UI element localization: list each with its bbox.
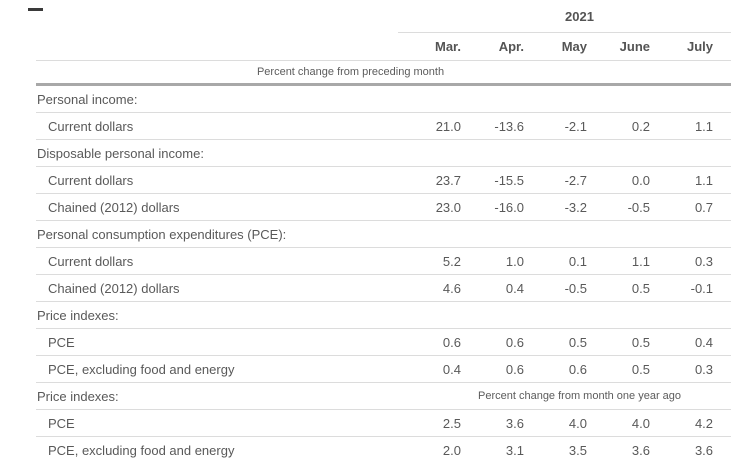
value-cell: 1.1 [587, 248, 650, 275]
value-cell: -15.5 [461, 167, 524, 194]
value-cell: 5.2 [398, 248, 461, 275]
section-row: Personal consumption expenditures (PCE): [36, 221, 731, 248]
value-cell: 1.1 [650, 113, 731, 140]
value-cell: -0.1 [650, 275, 731, 302]
section-row: Disposable personal income: [36, 140, 731, 167]
value-cell: 0.1 [524, 248, 587, 275]
column-header-june: June [587, 33, 650, 61]
empty-stub-cell [36, 0, 398, 33]
value-cell: 0.5 [587, 275, 650, 302]
subtitle-row: Percent change from preceding month [36, 61, 731, 85]
empty-cell [398, 221, 731, 248]
row-label: Current dollars [36, 113, 398, 140]
value-cell: 0.4 [398, 356, 461, 383]
value-cell: -2.7 [524, 167, 587, 194]
section-row: Price indexes: [36, 302, 731, 329]
value-cell: -3.2 [524, 194, 587, 221]
value-cell: 1.0 [461, 248, 524, 275]
value-cell: 4.6 [398, 275, 461, 302]
value-cell: 0.7 [650, 194, 731, 221]
value-cell: 0.5 [587, 356, 650, 383]
value-cell: 4.2 [650, 410, 731, 437]
value-cell: 0.2 [587, 113, 650, 140]
row-label: Current dollars [36, 167, 398, 194]
row-label: PCE, excluding food and energy [36, 356, 398, 383]
section-label: Personal consumption expenditures (PCE): [36, 221, 398, 248]
value-cell: -13.6 [461, 113, 524, 140]
value-cell: -0.5 [587, 194, 650, 221]
year-header-row: 2021 [36, 0, 731, 33]
value-cell: 1.1 [650, 167, 731, 194]
value-cell: 23.0 [398, 194, 461, 221]
row-label: Chained (2012) dollars [36, 275, 398, 302]
value-cell: 2.0 [398, 437, 461, 463]
row-label: PCE [36, 410, 398, 437]
value-cell: 3.1 [461, 437, 524, 463]
value-cell: 0.3 [650, 356, 731, 383]
row-label: PCE, excluding food and energy [36, 437, 398, 463]
value-cell: 0.4 [650, 329, 731, 356]
column-header-may: May [524, 33, 587, 61]
section-label: Price indexes: [36, 302, 398, 329]
empty-cell [398, 85, 731, 113]
value-cell: 0.0 [587, 167, 650, 194]
value-cell: 0.5 [587, 329, 650, 356]
value-cell: 4.0 [587, 410, 650, 437]
section-row: Price indexes:Percent change from month … [36, 383, 731, 410]
value-cell: 0.6 [461, 356, 524, 383]
span-note-cell: Percent change from month one year ago [398, 383, 731, 410]
value-cell: 0.5 [524, 329, 587, 356]
row-label: PCE [36, 329, 398, 356]
value-cell: 0.4 [461, 275, 524, 302]
value-cell: 3.6 [650, 437, 731, 463]
value-cell: 0.6 [398, 329, 461, 356]
value-cell: 4.0 [524, 410, 587, 437]
empty-stub-cell [36, 33, 398, 61]
value-cell: 3.6 [587, 437, 650, 463]
section-label: Price indexes: [36, 383, 398, 410]
row-label: Chained (2012) dollars [36, 194, 398, 221]
column-header-mar: Mar. [398, 33, 461, 61]
value-cell: -0.5 [524, 275, 587, 302]
value-cell: -2.1 [524, 113, 587, 140]
value-cell: 2.5 [398, 410, 461, 437]
value-cell: 0.6 [524, 356, 587, 383]
table-subtitle: Percent change from preceding month [36, 61, 731, 85]
empty-cell [398, 302, 731, 329]
year-header: 2021 [398, 0, 731, 33]
value-cell: -16.0 [461, 194, 524, 221]
value-cell: 23.7 [398, 167, 461, 194]
column-header-july: July [650, 33, 731, 61]
section-row: Personal income: [36, 85, 731, 113]
section-label: Personal income: [36, 85, 398, 113]
value-cell: 0.3 [650, 248, 731, 275]
value-cell: 0.6 [461, 329, 524, 356]
section-label: Disposable personal income: [36, 140, 398, 167]
row-label: Current dollars [36, 248, 398, 275]
value-cell: 21.0 [398, 113, 461, 140]
value-cell: 3.5 [524, 437, 587, 463]
value-cell: 3.6 [461, 410, 524, 437]
empty-cell [398, 140, 731, 167]
column-header-apr: Apr. [461, 33, 524, 61]
